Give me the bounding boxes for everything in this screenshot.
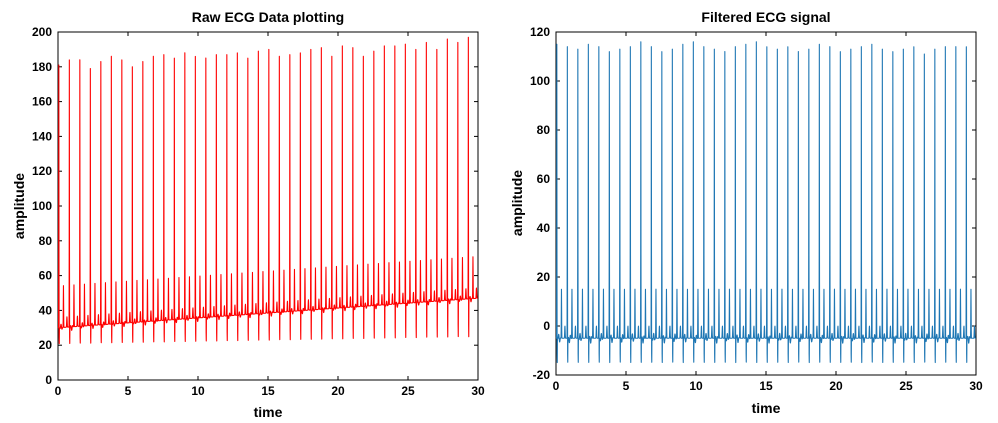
y-tick-label: 60: [39, 269, 53, 283]
y-axis-label: amplitude: [11, 173, 27, 239]
x-tick-label: 20: [331, 384, 345, 398]
x-axis-label: time: [752, 400, 781, 416]
x-tick-label: 30: [969, 379, 983, 393]
x-tick-label: 5: [125, 384, 132, 398]
y-axis-label: amplitude: [509, 170, 525, 236]
plot-area: [57, 31, 479, 381]
raw-ecg-chart: Raw ECG Data plotting 0 5 10 15 20 25 30 0 20 40 6…: [11, 9, 485, 420]
series: [555, 41, 977, 364]
x-tick-label: 15: [759, 379, 773, 393]
x-tick-label: 10: [191, 384, 205, 398]
x-axis-label: time: [254, 404, 283, 420]
ecg-line: [555, 41, 977, 364]
y-tick-label: 120: [530, 25, 550, 39]
y-tick-label: 80: [537, 123, 551, 137]
ticks: 0 5 10 15 20 25 30 0 20 40 60 80 100 120 140 160 180 200: [32, 25, 485, 398]
y-tick-label: 140: [32, 129, 52, 143]
y-tick-label: 0: [45, 373, 52, 387]
ecg-line: [57, 36, 479, 345]
y-tick-label: 40: [537, 221, 551, 235]
x-tick-label: 15: [261, 384, 275, 398]
chart-title: Filtered ECG signal: [701, 9, 830, 25]
y-tick-label: 100: [530, 74, 550, 88]
x-tick-label: 10: [689, 379, 703, 393]
x-tick-label: 0: [55, 384, 62, 398]
series: [57, 36, 479, 345]
y-tick-label: 20: [39, 338, 53, 352]
y-tick-label: 20: [537, 270, 551, 284]
chart-title: Raw ECG Data plotting: [192, 9, 344, 25]
y-tick-label: 60: [537, 172, 551, 186]
y-tick-label: 160: [32, 95, 52, 109]
x-tick-label: 0: [553, 379, 560, 393]
x-tick-label: 25: [401, 384, 415, 398]
y-tick-label: 180: [32, 60, 52, 74]
x-tick-label: 30: [471, 384, 485, 398]
filtered-ecg-chart: Filtered ECG signal 0 5 10 15 20 25 30-2002040…: [509, 9, 983, 416]
y-tick-label: 40: [39, 303, 53, 317]
y-tick-label: 0: [543, 319, 550, 333]
y-tick-label: -20: [533, 368, 551, 382]
y-tick-label: 120: [32, 164, 52, 178]
y-tick-label: 200: [32, 25, 52, 39]
y-tick-label: 100: [32, 199, 52, 213]
y-tick-label: 80: [39, 234, 53, 248]
plot-area: [555, 31, 977, 376]
x-tick-label: 25: [899, 379, 913, 393]
x-tick-label: 20: [829, 379, 843, 393]
x-tick-label: 5: [623, 379, 630, 393]
